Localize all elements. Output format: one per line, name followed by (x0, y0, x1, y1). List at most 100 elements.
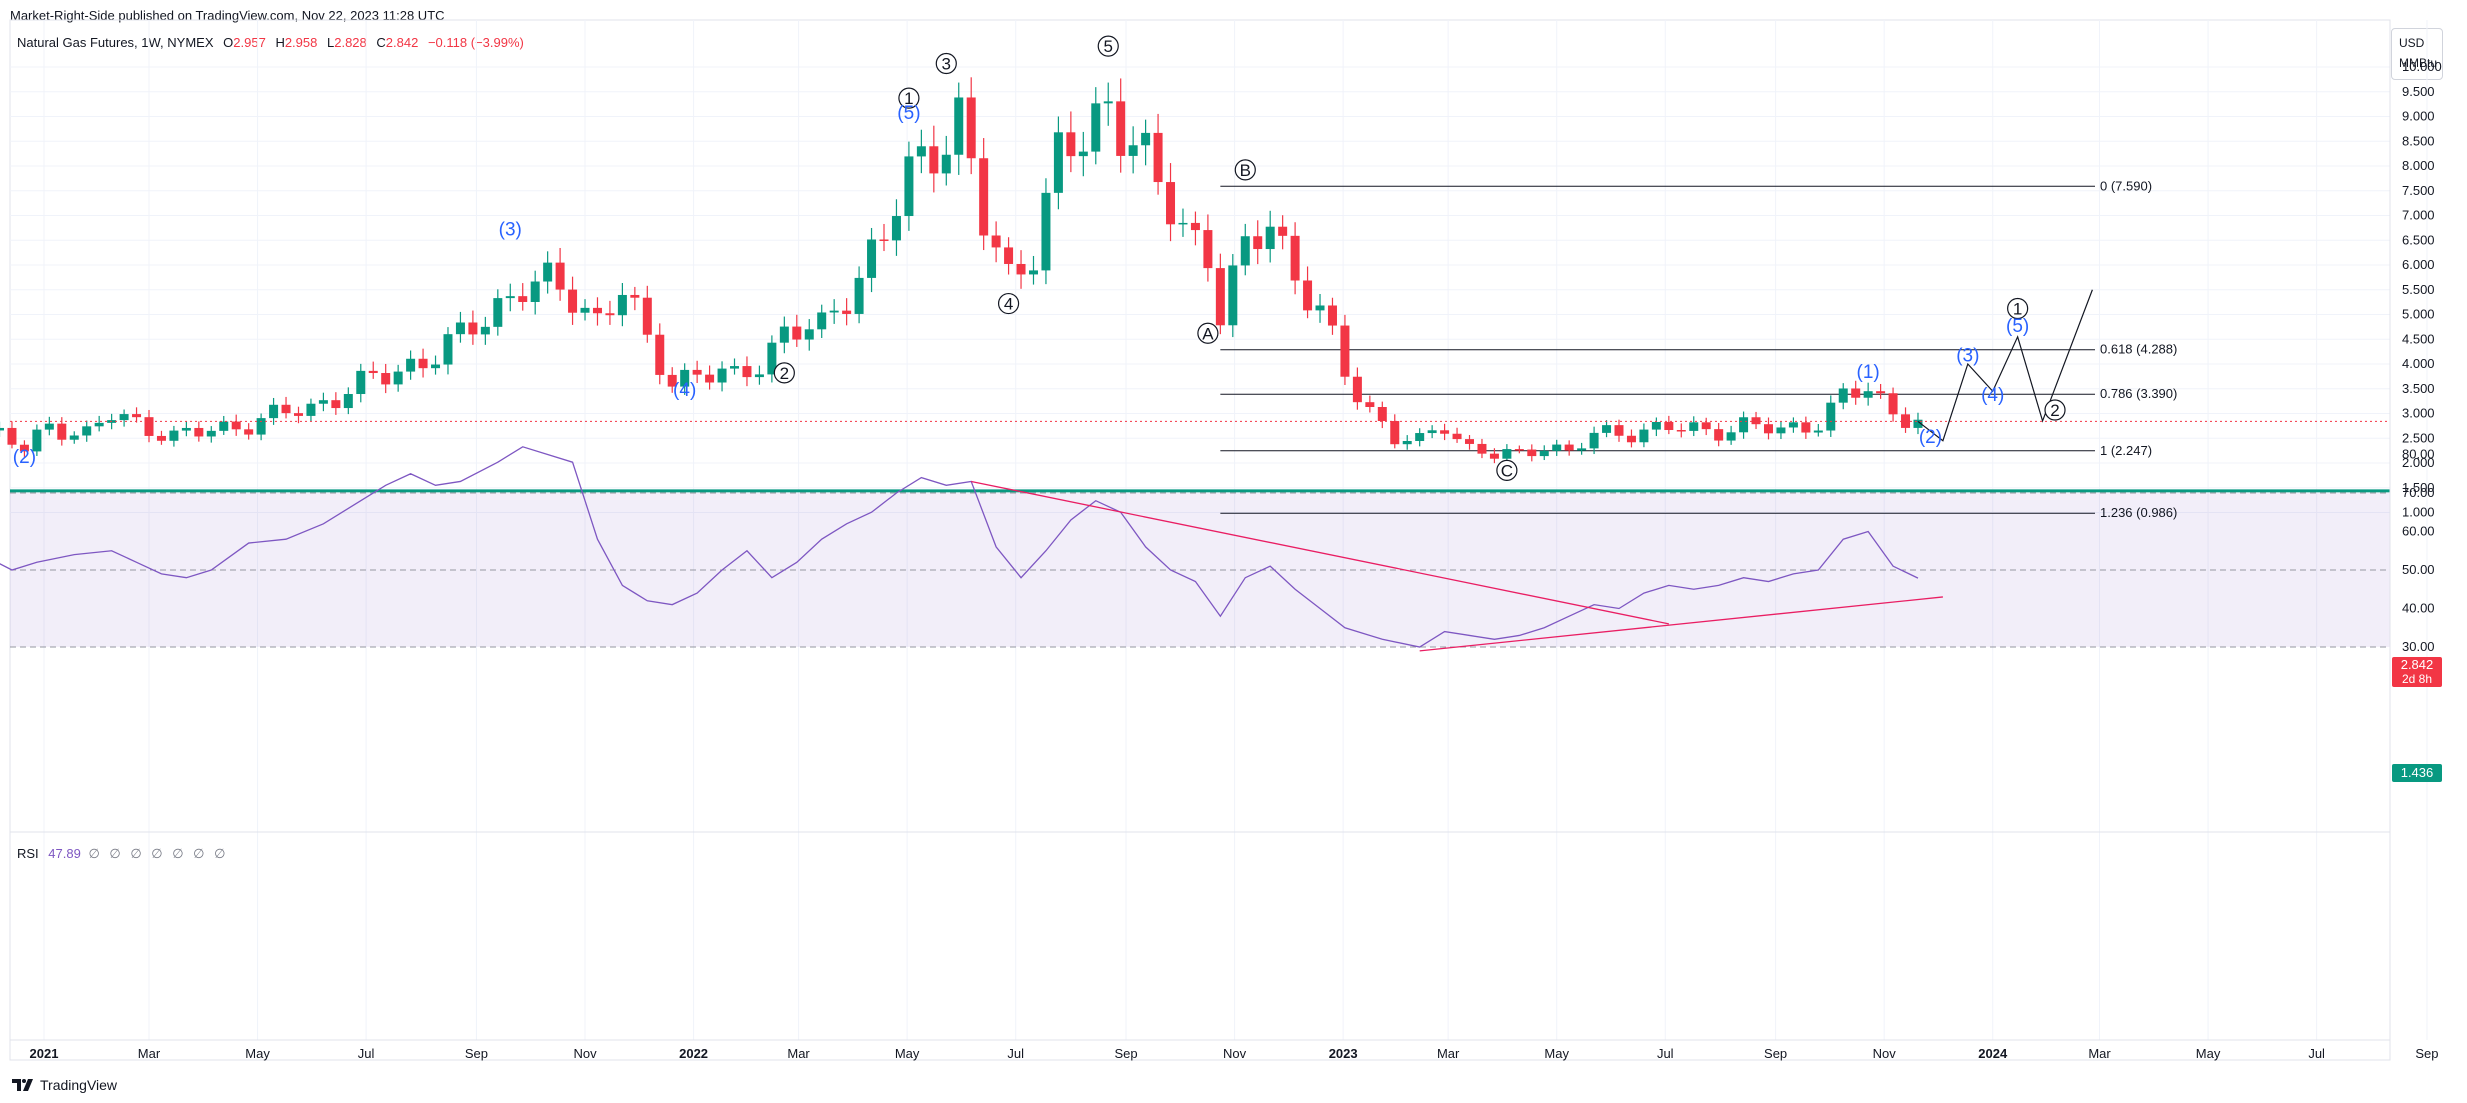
support-level-tag: 1.436 (2392, 764, 2442, 782)
candle-body (680, 369, 690, 387)
candle-body (219, 421, 229, 431)
candle-body (1639, 429, 1649, 443)
candle-body (132, 414, 142, 418)
candle-body (194, 427, 204, 437)
wave-label-circled: 1 (904, 89, 913, 108)
candle-body (1327, 305, 1337, 326)
price-tick-label: 6.500 (2402, 232, 2435, 247)
wave-label: (5) (897, 103, 920, 124)
wave-label: (2) (13, 447, 36, 468)
wave-label: (5) (2006, 316, 2029, 337)
candle-body (1838, 388, 1848, 403)
currency-unit-button[interactable]: USD MMBtu (2391, 28, 2443, 80)
price-axis[interactable]: 1.000 1.500 2.000 2.500 3.000 3.500 4.000 4.500… (2402, 59, 2442, 520)
candle-body (1427, 430, 1437, 434)
candle-body (119, 414, 129, 421)
candle-body (1128, 145, 1138, 156)
time-tick-label: Nov (1223, 1046, 1247, 1061)
rsi-tick-label: 50.00 (2402, 562, 2435, 577)
candle-body (57, 423, 67, 440)
high-label: H (275, 35, 285, 50)
candle-body (1116, 101, 1126, 156)
rsi-axis[interactable]: 30.00 40.00 50.00 60.00 70.00 80.00 (2402, 447, 2435, 655)
rsi-tick-label: 30.00 (2402, 639, 2435, 654)
candle-body (1801, 422, 1811, 433)
time-tick-label: Mar (138, 1046, 161, 1061)
candle-body (1602, 425, 1612, 433)
candle-body (1888, 393, 1898, 415)
candle-body (941, 154, 951, 174)
fib-level-label: 0.618 (4.288) (2100, 342, 2177, 357)
candle-body (443, 334, 453, 365)
candle-body (804, 329, 814, 340)
wave-label: (4) (673, 380, 696, 401)
candle-body (568, 289, 578, 313)
publisher-header: Market-Right-Side published on TradingVi… (10, 8, 445, 23)
candle-body (1178, 222, 1188, 225)
candle-body (1739, 417, 1749, 433)
fib-level-label: 0 (7.590) (2100, 178, 2152, 193)
candle-body (69, 435, 79, 440)
wave-label-circled: 3 (942, 54, 951, 73)
candle-body (667, 374, 677, 387)
candle-body (767, 342, 777, 375)
candle-body (381, 373, 391, 385)
candle-body (867, 239, 877, 278)
rsi-label[interactable]: RSI (17, 846, 39, 861)
price-tick-label: 3.500 (2402, 381, 2435, 396)
tradingview-logo[interactable]: TradingView (12, 1077, 117, 1093)
candle-body (1826, 402, 1836, 431)
last-price-tag-value: 2.842 (2401, 657, 2434, 672)
price-tick-label: 1.500 (2402, 480, 2435, 495)
wave-label-circled: A (1202, 324, 1214, 343)
candle-body (1614, 425, 1624, 436)
unit-label: MMBtu (2399, 56, 2438, 70)
candle-body (1402, 440, 1412, 445)
candle-body (792, 326, 802, 340)
time-axis[interactable]: 2021 Mar May Jul Sep Nov 2022 Mar May Jul Sep Nov 20… (30, 1046, 2439, 1061)
candle-body (281, 404, 291, 414)
fib-level-label: 1.236 (0.986) (2100, 505, 2177, 520)
candle-body (1714, 429, 1724, 441)
wave-circle (773, 362, 795, 384)
rsi-trendline (1419, 596, 1943, 652)
tradingview-logo-icon (12, 1079, 33, 1091)
candle-body (1053, 132, 1063, 193)
rsi-tick-label: 60.00 (2402, 524, 2435, 539)
candle-body (1813, 430, 1823, 433)
candle-body (156, 435, 166, 441)
candle-body (854, 277, 864, 314)
candle-body (1539, 450, 1549, 457)
price-tick-label: 8.500 (2402, 133, 2435, 148)
wave-label-circled: 1 (2013, 300, 2022, 319)
price-tick-label: 6.000 (2402, 257, 2435, 272)
price-tick-label: 4.000 (2402, 356, 2435, 371)
candle-body (418, 358, 428, 369)
candle-body (617, 294, 627, 316)
candle-body (1552, 444, 1562, 451)
symbol-name[interactable]: Natural Gas Futures, 1W, NYMEX (17, 35, 214, 50)
candle-body (82, 426, 92, 436)
candle-body (468, 322, 478, 335)
candle-body (1465, 439, 1475, 444)
fib-level-label: 0.786 (3.390) (2100, 386, 2177, 401)
wave-circle (935, 52, 957, 75)
fib-retracement: 0 (7.590) 0.618 (4.288) 0.786 (3.390) 1 (2.… (1220, 178, 2177, 520)
candle-body (0, 427, 5, 431)
support-level-value: 1.436 (2401, 765, 2434, 780)
candle-body (1016, 263, 1026, 275)
wave-circle (898, 87, 920, 109)
candle-body (306, 403, 316, 416)
candle-body (592, 307, 602, 314)
candle-body (543, 262, 553, 282)
candle-body (1788, 422, 1798, 428)
candle-body (480, 326, 490, 335)
candle-body (1589, 432, 1599, 449)
candle-body (1390, 421, 1400, 445)
candle-body (1415, 433, 1425, 441)
candle-body (1290, 235, 1300, 281)
time-tick-label: Mar (787, 1046, 810, 1061)
change-value: −0.118 (−3.99%) (427, 35, 524, 50)
candle-body (518, 296, 528, 302)
